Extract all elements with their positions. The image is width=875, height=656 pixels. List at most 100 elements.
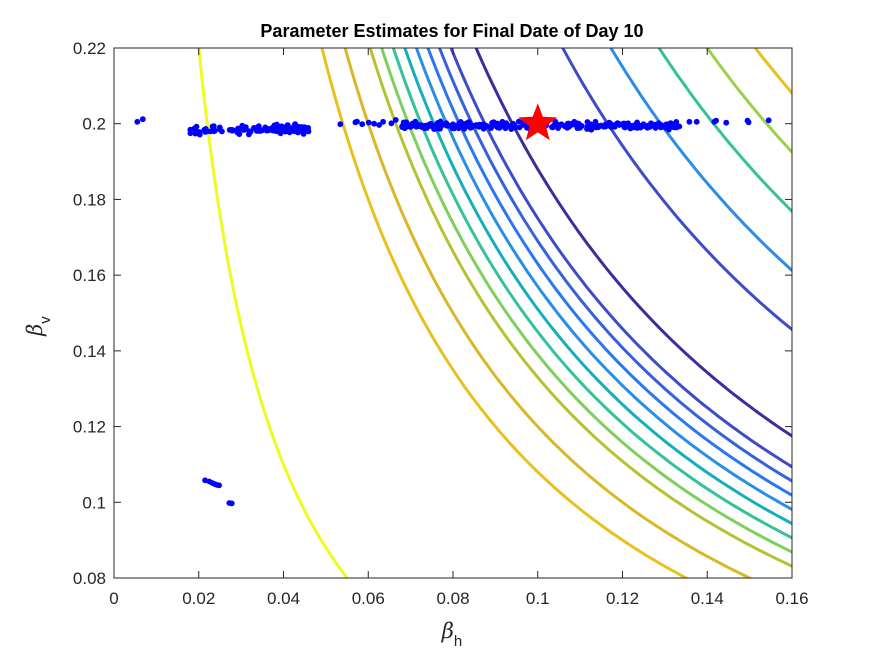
estimate-point [399, 124, 406, 130]
contour-line [320, 48, 690, 578]
x-tick-label: 0.14 [691, 589, 724, 608]
estimate-point [473, 122, 480, 128]
estimate-point [593, 122, 599, 129]
estimate-point [662, 124, 669, 131]
estimate-point [299, 124, 305, 130]
estimate-point [269, 127, 276, 133]
estimate-point [671, 121, 678, 128]
estimate-point [139, 116, 146, 123]
estimate-point [246, 131, 252, 138]
x-tick-label: 0 [109, 589, 118, 608]
estimate-point [380, 118, 386, 125]
estimate-point [228, 500, 235, 507]
y-axis-label-subscript: v [37, 316, 54, 324]
estimate-point [278, 123, 285, 130]
estimate-point [468, 124, 474, 130]
y-tick-label: 0.1 [82, 493, 106, 512]
contour-line [753, 48, 792, 96]
estimate-point [191, 125, 198, 132]
estimate-point [574, 125, 581, 131]
contour-line [197, 48, 349, 578]
estimate-point [516, 124, 523, 131]
contour-line [403, 48, 792, 526]
contour-line [474, 48, 792, 438]
y-tick-label: 0.18 [73, 190, 106, 209]
estimate-point [282, 128, 289, 135]
contour-line [449, 48, 792, 469]
estimate-point [515, 118, 522, 125]
estimate-point [428, 121, 434, 127]
estimate-point [555, 125, 561, 131]
true-parameter-star-marker [518, 103, 558, 141]
estimate-point [371, 120, 377, 127]
estimate-point [376, 122, 382, 128]
estimate-point [616, 121, 622, 127]
estimate-point [648, 122, 655, 129]
contour-line [705, 48, 792, 155]
estimate-point [359, 121, 366, 128]
estimate-point [625, 122, 632, 129]
estimate-point [408, 123, 415, 129]
contour-line [414, 48, 792, 512]
estimate-point [412, 118, 419, 125]
estimate-point [588, 126, 595, 133]
x-tick-label: 0.16 [775, 589, 808, 608]
estimate-point [264, 126, 270, 133]
estimate-point [443, 120, 450, 127]
estimate-point [365, 119, 372, 126]
estimate-point [481, 121, 487, 128]
contour-line [437, 48, 792, 483]
y-axis-label: βv [23, 316, 54, 337]
estimate-point [490, 122, 497, 129]
x-tick-label: 0.08 [436, 589, 469, 608]
estimate-point [507, 123, 513, 130]
estimate-point [251, 125, 257, 131]
x-axis-label-subscript: h [454, 633, 462, 650]
estimate-point [558, 121, 565, 128]
true-parameter-layer [518, 103, 558, 141]
estimate-point [597, 122, 604, 129]
y-tick-label: 0.22 [73, 39, 106, 58]
estimate-point [686, 118, 693, 125]
estimate-point [431, 125, 438, 132]
estimate-point [210, 128, 217, 135]
estimate-point [392, 117, 399, 123]
estimate-point [765, 117, 772, 124]
x-axis-ticks: 0 0.02 0.04 0.06 0.08 0.1 0.12 0.14 0.16 [109, 48, 809, 608]
y-tick-label: 0.12 [73, 418, 106, 437]
estimate-point [134, 118, 141, 125]
estimate-point [549, 124, 555, 130]
y-tick-label: 0.2 [82, 115, 106, 134]
estimate-point [564, 124, 571, 131]
contour-lines [197, 48, 792, 578]
estimate-point [300, 131, 307, 137]
estimate-point [552, 118, 559, 125]
estimate-point [241, 126, 248, 133]
contour-line [426, 48, 792, 497]
estimate-point [438, 123, 445, 129]
estimate-point [571, 118, 578, 125]
x-tick-label: 0.12 [606, 589, 639, 608]
estimate-point [229, 127, 236, 134]
contour-line [380, 48, 792, 554]
y-axis-ticks: 0.08 0.1 0.12 0.14 0.16 0.18 0.2 0.22 [73, 39, 792, 588]
contour-line [391, 48, 792, 540]
estimate-point [658, 122, 665, 129]
estimate-point [289, 125, 296, 132]
contour-line [561, 48, 792, 332]
y-tick-label: 0.14 [73, 342, 106, 361]
estimate-point [202, 129, 209, 135]
x-axis-label-symbol: β [441, 619, 454, 643]
estimate-point [235, 125, 241, 132]
estimate-point [337, 121, 344, 128]
x-axis-label: βh [441, 619, 462, 650]
estimate-point [450, 121, 456, 128]
estimate-point [305, 127, 311, 134]
contour-line [609, 48, 792, 273]
estimate-point [413, 123, 420, 130]
x-tick-label: 0.1 [526, 589, 550, 608]
estimate-point [437, 118, 444, 125]
estimate-point [420, 124, 427, 131]
estimate-point [216, 124, 223, 131]
